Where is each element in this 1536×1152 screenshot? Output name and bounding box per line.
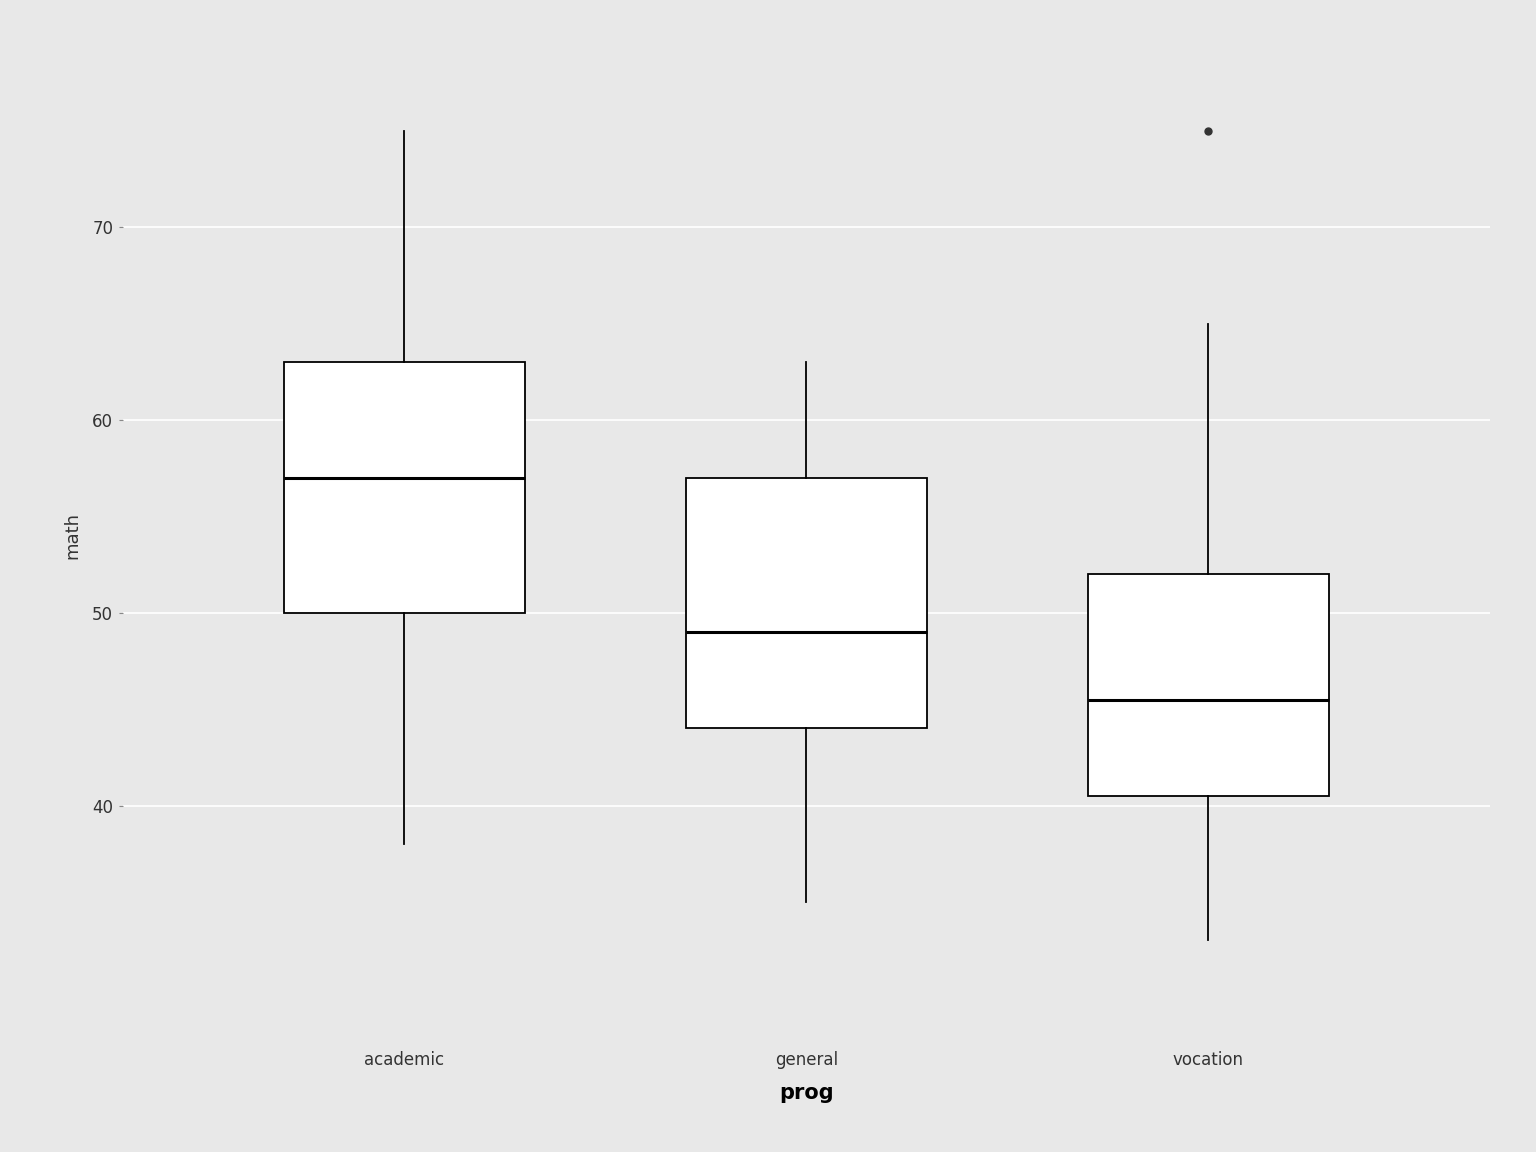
PathPatch shape [685,478,928,728]
Y-axis label: math: math [63,513,81,559]
X-axis label: prog: prog [779,1083,834,1102]
PathPatch shape [284,362,525,613]
PathPatch shape [1087,574,1329,796]
